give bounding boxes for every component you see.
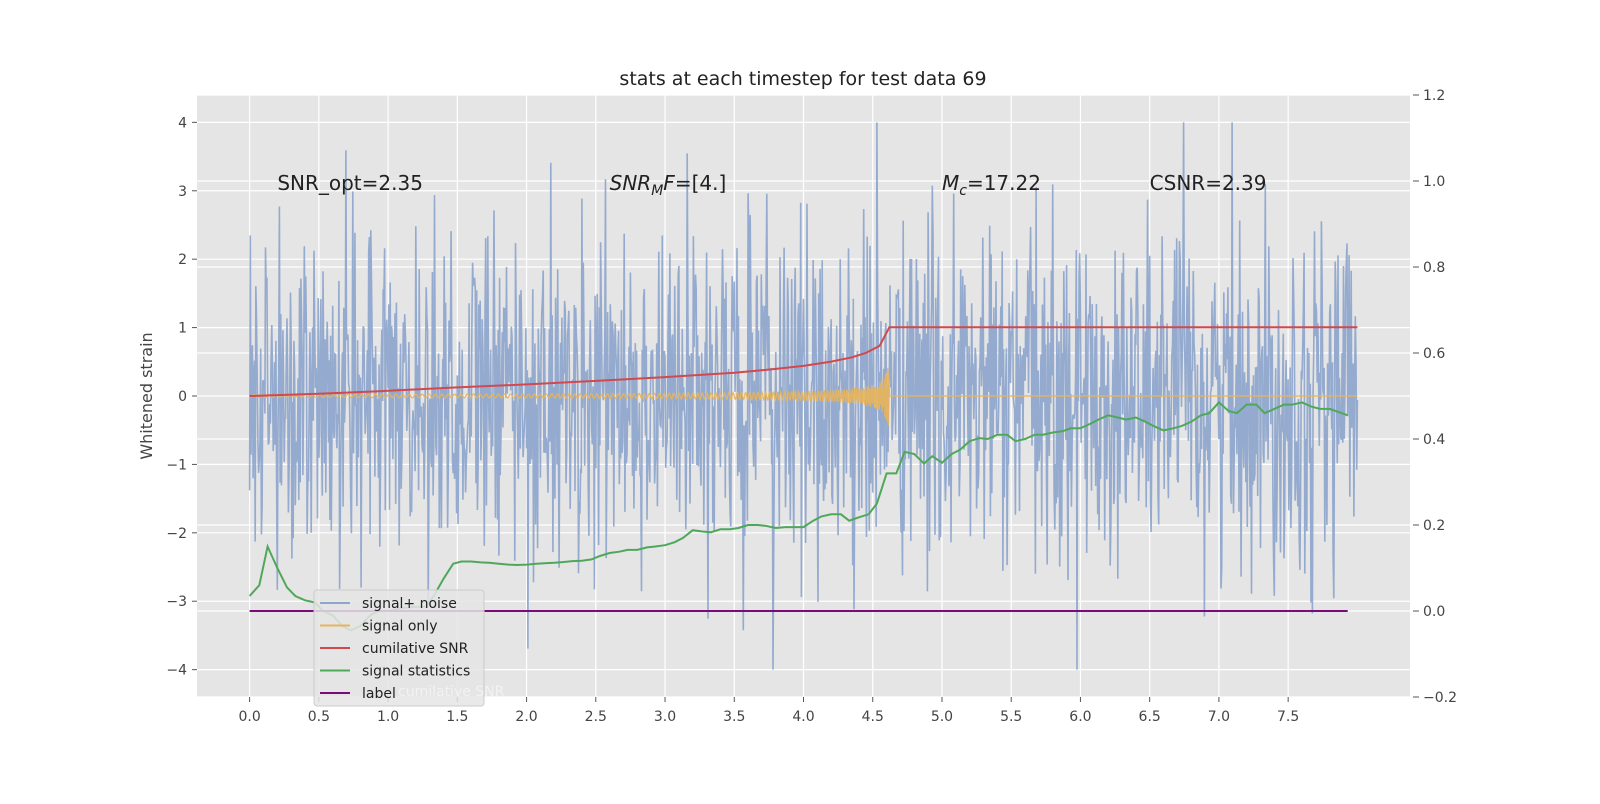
x-axis: 0.0 0.5 1.0 1.5 2.0 2.5 3.0 3.5 4.0 4.5 5.0 5.5 6.0 6… bbox=[238, 697, 1299, 725]
y-tick-label: −2 bbox=[166, 526, 187, 542]
series-line-cumulative-snr bbox=[249, 326, 1358, 397]
x-tick-label: 1.0 bbox=[377, 709, 399, 725]
y-tick-label: 1 bbox=[178, 321, 187, 337]
legend: cumilative SNR signal+ noise signal only cu… bbox=[313, 589, 505, 707]
annotation-text: Mc=17.22 bbox=[942, 171, 1041, 199]
x-tick-label: 4.0 bbox=[792, 709, 814, 725]
x-tick-label: 5.0 bbox=[931, 709, 953, 725]
annotations: SNR_opt=2.35 SNRMF=[4.] Mc=17.22 CSNR=2.39 bbox=[277, 171, 1266, 199]
annotation-text: CSNR=2.39 bbox=[1150, 171, 1267, 195]
x-tick-label: 6.0 bbox=[1069, 709, 1091, 725]
y-tick-label: −4 bbox=[166, 663, 187, 679]
x-tick-label: 0.0 bbox=[238, 709, 260, 725]
y-axis-label: Whitened strain bbox=[137, 332, 156, 459]
x-tick-label: 7.5 bbox=[1277, 709, 1299, 725]
y-axis-right: −0.2 0.0 0.2 0.4 0.6 0.8 1.0 1.2 bbox=[1413, 88, 1457, 706]
legend-label: label bbox=[362, 686, 396, 702]
y2-tick-label: −0.2 bbox=[1423, 690, 1457, 706]
y-tick-label: 0 bbox=[178, 389, 187, 405]
legend-box bbox=[313, 589, 485, 707]
y2-tick-label: 0.8 bbox=[1423, 260, 1445, 276]
y-tick-label: 4 bbox=[178, 115, 187, 131]
chart-title: stats at each timestep for test data 69 bbox=[619, 68, 986, 90]
x-tick-label: 1.5 bbox=[446, 709, 468, 725]
legend-ghost-text: cumilative SNR bbox=[398, 684, 505, 700]
series-line-signal-only bbox=[249, 367, 1358, 426]
x-tick-label: 2.0 bbox=[515, 709, 537, 725]
x-tick-label: 6.5 bbox=[1139, 709, 1161, 725]
y2-tick-label: 1.0 bbox=[1423, 174, 1445, 190]
series-line-signal-noise bbox=[248, 122, 1359, 670]
y2-tick-label: 0.6 bbox=[1423, 346, 1445, 362]
x-tick-label: 7.0 bbox=[1208, 709, 1230, 725]
y2-tick-label: 0.4 bbox=[1423, 432, 1445, 448]
x-tick-label: 3.5 bbox=[723, 709, 745, 725]
y2-tick-label: 1.2 bbox=[1423, 88, 1445, 104]
annotation-text: SNRMF=[4.] bbox=[610, 171, 727, 199]
legend-label: signal+ noise bbox=[362, 596, 457, 612]
y2-tick-label: 0.0 bbox=[1423, 604, 1445, 620]
x-tick-label: 0.5 bbox=[308, 709, 330, 725]
y-tick-label: 3 bbox=[178, 184, 187, 200]
x-tick-label: 2.5 bbox=[585, 709, 607, 725]
y-tick-label: −3 bbox=[166, 594, 187, 610]
y2-tick-label: 0.2 bbox=[1423, 518, 1445, 534]
legend-label: cumilative SNR bbox=[362, 641, 469, 657]
y-tick-label: 2 bbox=[178, 252, 187, 268]
annotation-text: SNR_opt=2.35 bbox=[277, 171, 423, 195]
y-axis-left: −4 −3 −2 −1 0 1 2 3 4 bbox=[166, 115, 197, 679]
x-tick-label: 3.0 bbox=[654, 709, 676, 725]
y-tick-label: −1 bbox=[166, 457, 187, 473]
legend-label: signal statistics bbox=[362, 664, 470, 680]
legend-label: signal only bbox=[362, 619, 437, 635]
x-tick-label: 5.5 bbox=[1000, 709, 1022, 725]
x-tick-label: 4.5 bbox=[862, 709, 884, 725]
